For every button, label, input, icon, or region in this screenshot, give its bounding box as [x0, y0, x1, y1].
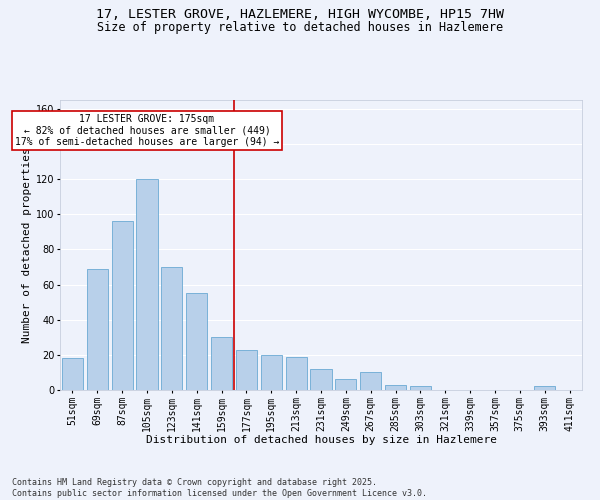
Bar — [261, 355, 282, 390]
Bar — [385, 384, 406, 390]
X-axis label: Distribution of detached houses by size in Hazlemere: Distribution of detached houses by size … — [146, 435, 497, 445]
Bar — [186, 294, 207, 390]
Bar — [136, 179, 158, 390]
Text: Contains HM Land Registry data © Crown copyright and database right 2025.
Contai: Contains HM Land Registry data © Crown c… — [12, 478, 427, 498]
Bar — [62, 358, 83, 390]
Bar — [161, 267, 182, 390]
Bar — [112, 222, 133, 390]
Text: 17, LESTER GROVE, HAZLEMERE, HIGH WYCOMBE, HP15 7HW: 17, LESTER GROVE, HAZLEMERE, HIGH WYCOMB… — [96, 8, 504, 20]
Bar — [360, 372, 381, 390]
Bar — [236, 350, 257, 390]
Bar — [211, 338, 232, 390]
Bar — [534, 386, 555, 390]
Bar — [335, 380, 356, 390]
Bar — [87, 268, 108, 390]
Text: Size of property relative to detached houses in Hazlemere: Size of property relative to detached ho… — [97, 21, 503, 34]
Bar — [286, 356, 307, 390]
Y-axis label: Number of detached properties: Number of detached properties — [22, 147, 32, 343]
Text: 17 LESTER GROVE: 175sqm
← 82% of detached houses are smaller (449)
17% of semi-d: 17 LESTER GROVE: 175sqm ← 82% of detache… — [15, 114, 279, 148]
Bar — [410, 386, 431, 390]
Bar — [310, 369, 332, 390]
